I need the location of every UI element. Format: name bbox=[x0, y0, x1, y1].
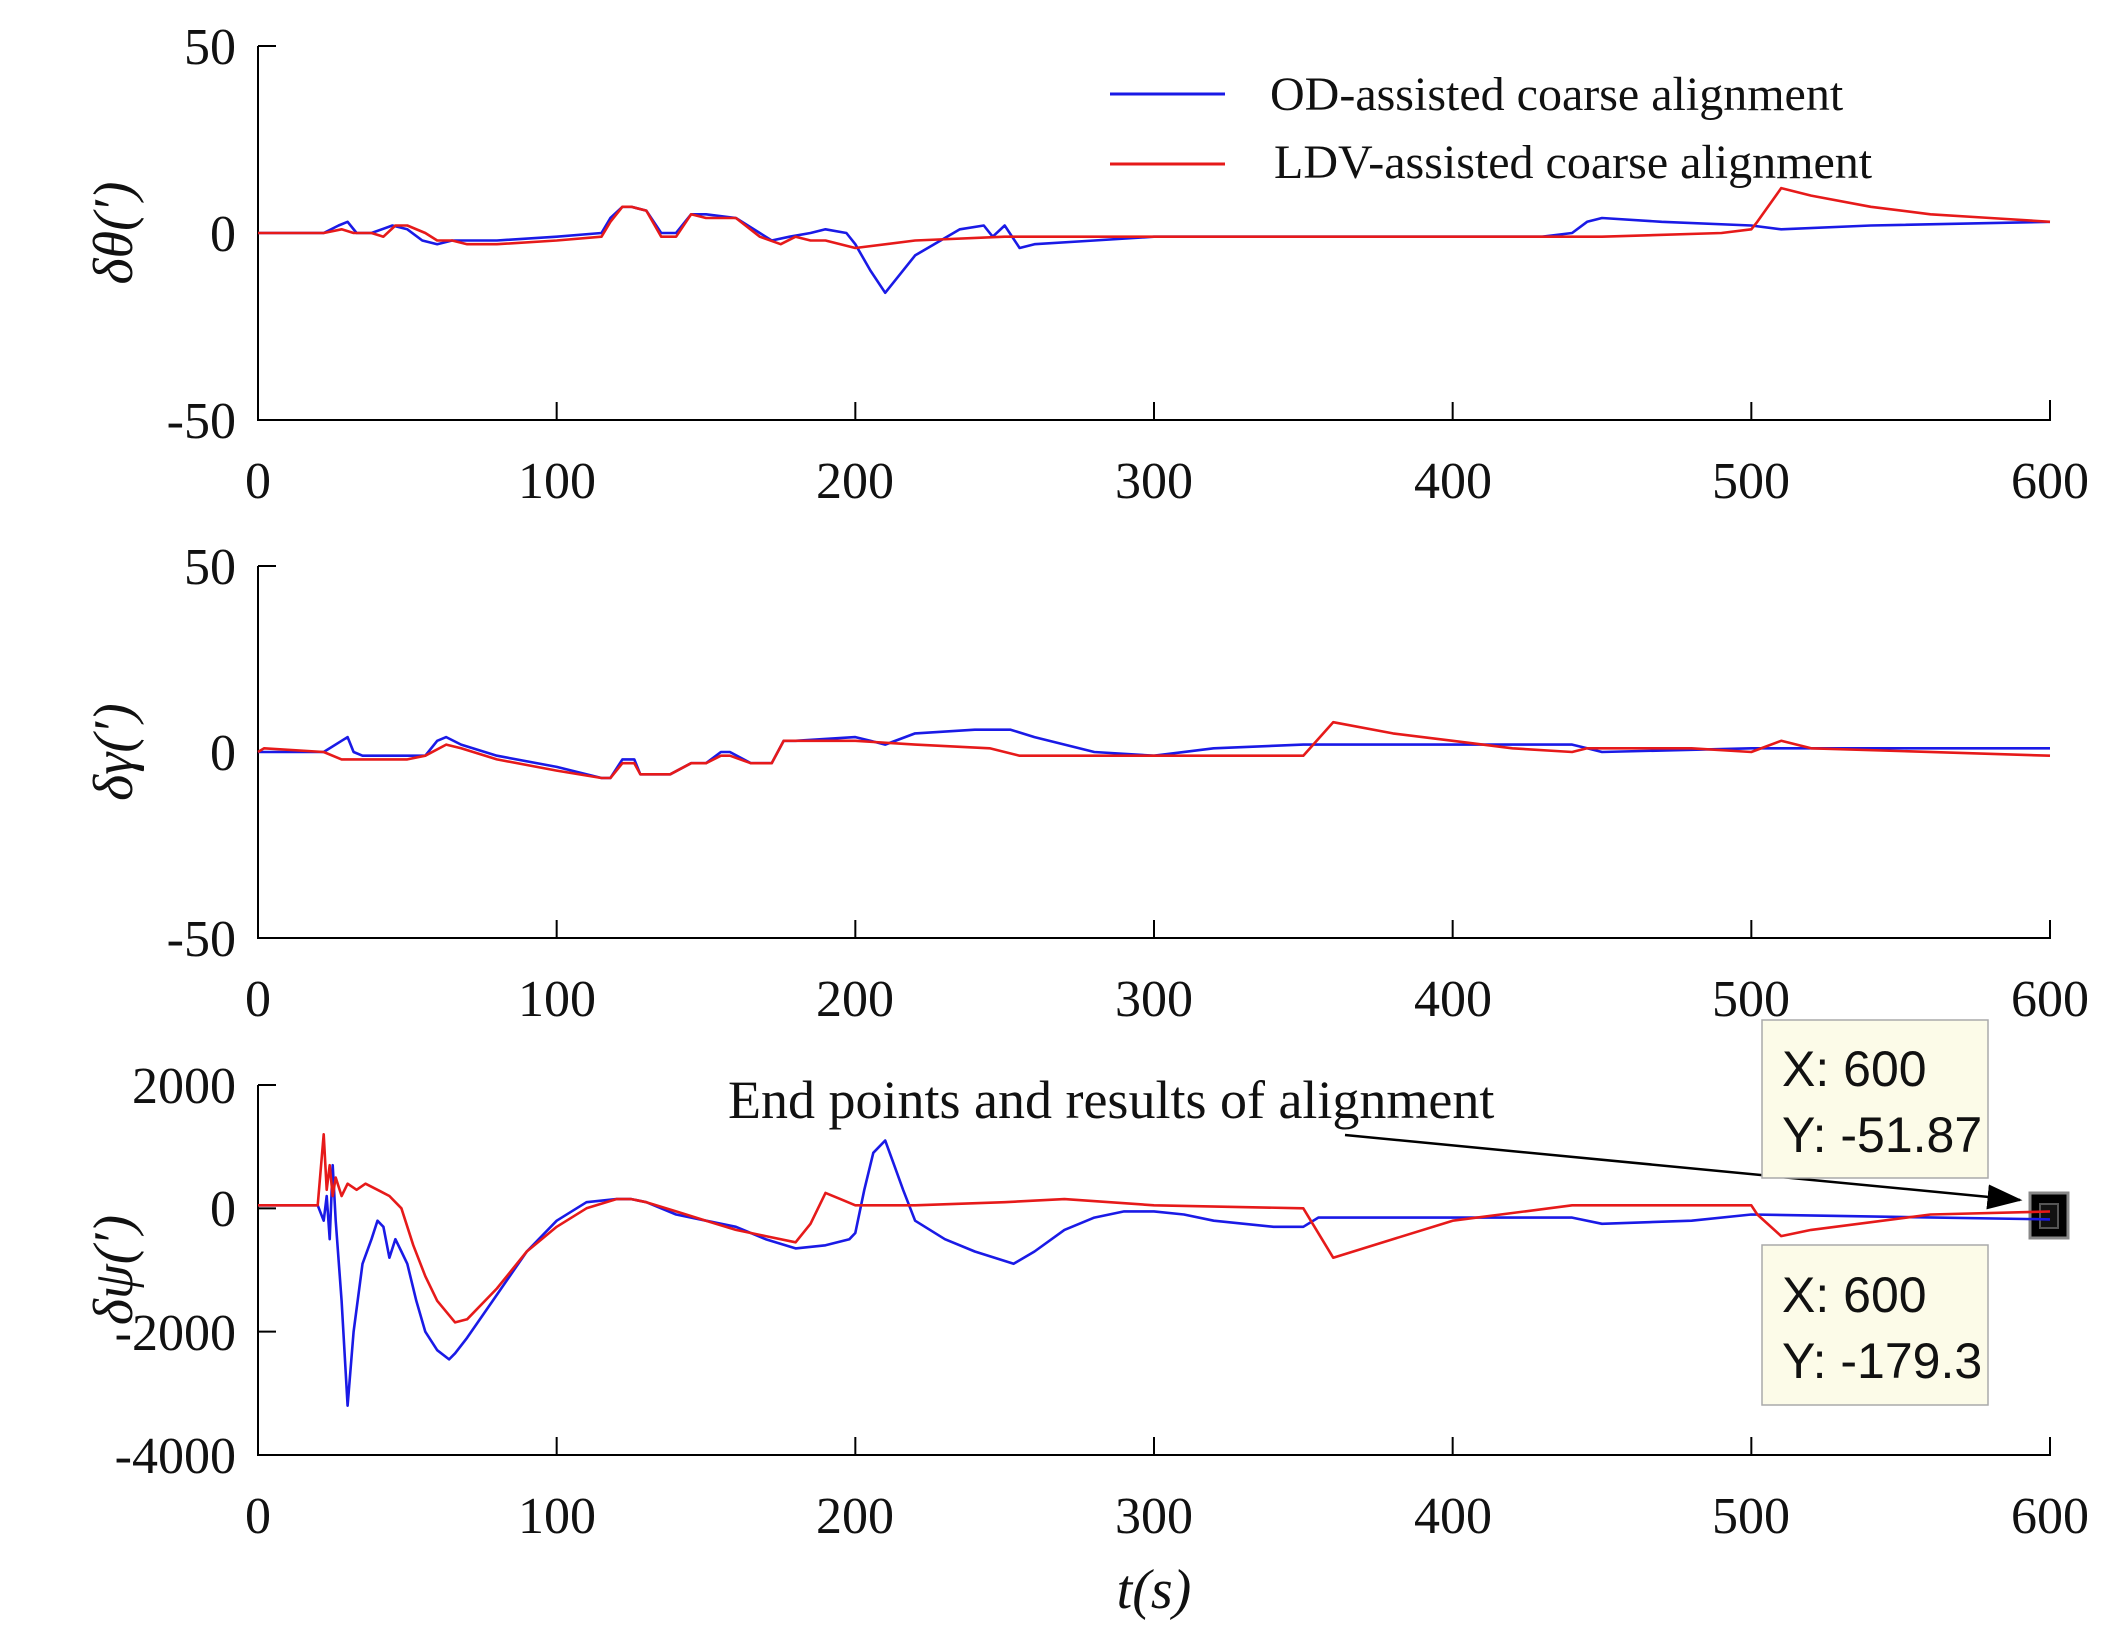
datatip-x: X: 600 bbox=[1782, 1041, 1927, 1097]
x-tick-label: 400 bbox=[1414, 971, 1492, 1028]
y-tick-labels: -4000 -2000 0 2000 bbox=[115, 1058, 236, 1485]
datatip-y: Y: -179.3 bbox=[1782, 1333, 1982, 1389]
plot-layer bbox=[257, 45, 2051, 1456]
x-tick-labels: 0 100 200 300 400 500 600 bbox=[245, 1488, 2089, 1545]
x-tick-labels: 0 100 200 300 400 500 600 bbox=[245, 453, 2089, 510]
x-tick-label: 500 bbox=[1712, 453, 1790, 510]
x-tick-label: 300 bbox=[1115, 453, 1193, 510]
datatip-lower[interactable]: X: 600 Y: -179.3 bbox=[1761, 1244, 1989, 1406]
x-tick-label: 0 bbox=[245, 971, 271, 1028]
y-tick-label: -4000 bbox=[115, 1428, 236, 1485]
series-od-line-roll bbox=[258, 728, 2050, 780]
legend-label-ldv: LDV-assisted coarse alignment bbox=[1274, 136, 1873, 189]
x-tick-label: 600 bbox=[2011, 1488, 2089, 1545]
y-tick-label: 2000 bbox=[132, 1058, 236, 1115]
x-tick-labels: 0 100 200 300 400 500 600 bbox=[245, 971, 2089, 1028]
x-tick-label: 600 bbox=[2011, 971, 2089, 1028]
x-tick-label: 400 bbox=[1414, 453, 1492, 510]
panel-heading: δψ(′) 0 100 200 300 400 500 600 -4000 -2… bbox=[83, 1019, 2089, 1621]
panel-roll: δγ(′) 0 100 200 300 400 500 600 -50 0 50 bbox=[83, 539, 2089, 1028]
annotation-text: End points and results of alignment bbox=[728, 1070, 1494, 1130]
x-tick-label: 100 bbox=[518, 453, 596, 510]
y-tick-label: 0 bbox=[210, 1181, 236, 1238]
y-tick-labels: -50 0 50 bbox=[167, 539, 236, 968]
y-tick-label: 50 bbox=[184, 539, 236, 596]
axes-frame bbox=[257, 566, 2051, 939]
datatip-markers bbox=[2028, 1191, 2070, 1240]
datatip-x: X: 600 bbox=[1782, 1267, 1927, 1323]
series-ldv-line-pitch bbox=[258, 186, 2051, 250]
y-tick-label: -50 bbox=[167, 911, 236, 968]
y-axis-title: δψ(′) bbox=[83, 1215, 145, 1325]
series-ldv-line-heading bbox=[258, 1133, 2051, 1324]
x-tick-label: 100 bbox=[518, 1488, 596, 1545]
x-tick-label: 300 bbox=[1115, 971, 1193, 1028]
x-tick-label: 500 bbox=[1712, 1488, 1790, 1545]
x-tick-label: 400 bbox=[1414, 1488, 1492, 1545]
x-tick-label: 200 bbox=[816, 971, 894, 1028]
x-tick-label: 0 bbox=[245, 1488, 271, 1545]
x-tick-label: 100 bbox=[518, 971, 596, 1028]
series-od-line-pitch bbox=[258, 205, 2051, 295]
legend: OD-assisted coarse alignment LDV-assiste… bbox=[1110, 68, 1873, 189]
y-tick-label: -2000 bbox=[115, 1305, 236, 1362]
series-ldv-line-roll bbox=[257, 720, 2051, 780]
datatip-marker-inner bbox=[2039, 1203, 2059, 1229]
y-tick-label: -50 bbox=[167, 393, 236, 450]
y-tick-label: 0 bbox=[210, 206, 236, 263]
x-tick-label: 200 bbox=[816, 1488, 894, 1545]
datatip-y: Y: -51.87 bbox=[1782, 1107, 1982, 1163]
legend-label-od: OD-assisted coarse alignment bbox=[1270, 68, 1844, 121]
x-tick-label: 600 bbox=[2011, 453, 2089, 510]
panel-pitch: δθ(′) 0 100 200 300 400 500 600 -50 0 50… bbox=[83, 19, 2089, 510]
y-axis-title: δθ(′) bbox=[83, 181, 145, 284]
x-tick-label: 300 bbox=[1115, 1488, 1193, 1545]
x-tick-label: 200 bbox=[816, 453, 894, 510]
x-tick-label: 500 bbox=[1712, 971, 1790, 1028]
x-axis-title: t(s) bbox=[1117, 1559, 1192, 1621]
datatip-box bbox=[1761, 1244, 1989, 1406]
y-tick-labels: -50 0 50 bbox=[167, 19, 236, 450]
annotation-arrow bbox=[1344, 1133, 2023, 1210]
datatip-upper[interactable]: X: 600 Y: -51.87 bbox=[1761, 1019, 1989, 1179]
y-tick-label: 50 bbox=[184, 19, 236, 76]
datatip-box bbox=[1761, 1019, 1989, 1179]
y-tick-label: 0 bbox=[210, 725, 236, 782]
y-axis-title: δγ(′) bbox=[83, 703, 145, 801]
x-tick-label: 0 bbox=[245, 453, 271, 510]
